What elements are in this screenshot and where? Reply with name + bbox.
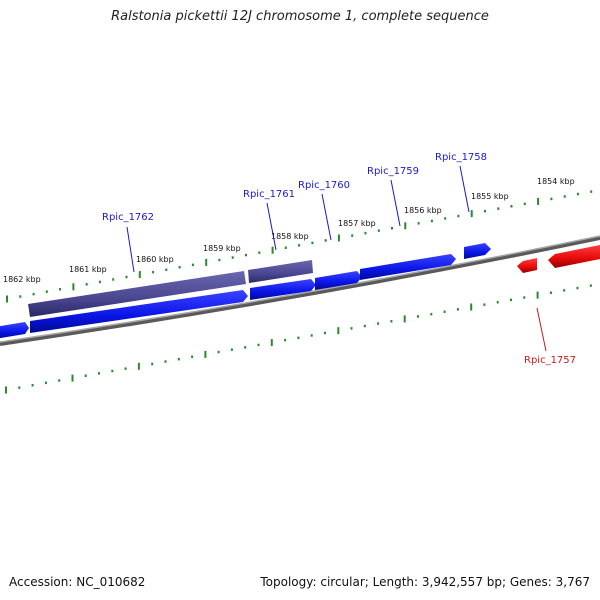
- feature-bar-left[interactable]: [28, 271, 246, 317]
- map-title: Ralstonia pickettii 12J chromosome 1, co…: [111, 9, 489, 24]
- gene-label-callouts: [126, 165, 547, 352]
- tick-label: 1862 kbp: [3, 275, 41, 284]
- gene-labels: Rpic_1762 Rpic_1761 Rpic_1760 Rpic_1759 …: [102, 152, 576, 366]
- gene-arrow-rpic-1763[interactable]: [0, 322, 29, 339]
- callout-line: [266, 202, 277, 251]
- outer-tick-ring: [6, 190, 593, 303]
- gene-label-rpic-1758[interactable]: Rpic_1758: [435, 152, 487, 163]
- callout-line: [390, 179, 401, 227]
- gene-arrow-rpic-1761[interactable]: [250, 279, 316, 300]
- gene-label-rpic-1760[interactable]: Rpic_1760: [298, 180, 350, 191]
- callout-line: [459, 165, 470, 213]
- callout-line: [126, 226, 135, 273]
- callout-line: [321, 193, 332, 241]
- tick-labels: 1862 kbp 1861 kbp 1860 kbp 1859 kbp 1858…: [3, 177, 575, 284]
- feature-bar-right[interactable]: [248, 260, 313, 283]
- chromosome-backbone: [0, 236, 600, 346]
- gene-arrow-rpic-1758[interactable]: [464, 243, 491, 259]
- reverse-gene-track: [517, 244, 600, 273]
- gene-arrow-rpic-1760[interactable]: [315, 271, 362, 290]
- gene-arrow-rpic-1756[interactable]: [548, 244, 600, 268]
- topology-text: Topology: circular; Length: 3,942,557 bp…: [260, 575, 590, 589]
- tick-label: 1859 kbp: [203, 244, 241, 253]
- tick-label: 1858 kbp: [271, 232, 309, 241]
- inner-tick-ring: [5, 284, 592, 394]
- gene-arrow-rpic-1757[interactable]: [517, 258, 537, 273]
- tick-label: 1857 kbp: [338, 219, 376, 228]
- gene-label-rpic-1762[interactable]: Rpic_1762: [102, 212, 154, 223]
- tick-label: 1856 kbp: [404, 206, 442, 215]
- gene-label-rpic-1759[interactable]: Rpic_1759: [367, 166, 419, 177]
- tick-label: 1861 kbp: [69, 265, 107, 274]
- tick-label: 1860 kbp: [136, 255, 174, 264]
- gene-arrow-rpic-1762[interactable]: [30, 290, 248, 333]
- gene-arrow-rpic-1759[interactable]: [360, 254, 456, 280]
- accession-text: Accession: NC_010682: [9, 575, 146, 589]
- feature-track: [28, 260, 313, 317]
- gene-label-rpic-1757[interactable]: Rpic_1757: [524, 355, 576, 366]
- tick-label: 1855 kbp: [471, 192, 509, 201]
- tick-label: 1854 kbp: [537, 177, 575, 186]
- chromosome-backbone-highlight: [0, 235, 600, 343]
- forward-gene-track: [0, 243, 491, 339]
- callout-line: [536, 307, 547, 352]
- gene-label-rpic-1761[interactable]: Rpic_1761: [243, 189, 295, 200]
